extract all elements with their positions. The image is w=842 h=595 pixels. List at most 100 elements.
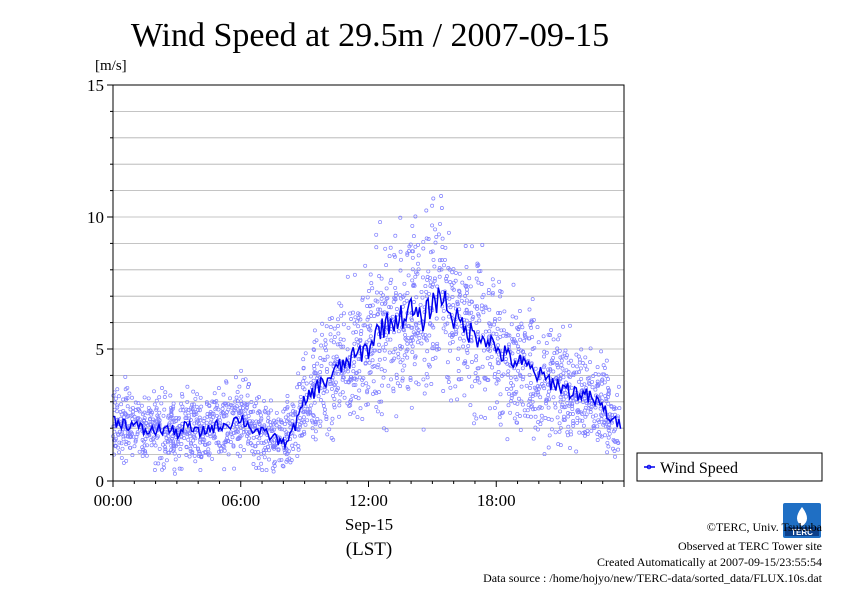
scatter-point bbox=[398, 384, 403, 389]
scatter-point bbox=[420, 295, 425, 300]
scatter-point bbox=[342, 395, 347, 400]
scatter-point bbox=[578, 366, 583, 371]
scatter-point bbox=[424, 294, 429, 299]
scatter-point bbox=[199, 455, 204, 460]
scatter-point bbox=[483, 416, 488, 420]
scatter-point bbox=[327, 381, 332, 386]
scatter-point bbox=[465, 291, 469, 295]
scatter-point bbox=[483, 329, 488, 334]
scatter-point bbox=[285, 399, 290, 404]
scatter-point bbox=[480, 243, 485, 247]
scatter-point bbox=[146, 396, 151, 401]
scatter-point bbox=[198, 418, 203, 423]
scatter-point bbox=[462, 393, 467, 398]
scatter-point bbox=[337, 403, 342, 408]
scatter-point bbox=[152, 468, 157, 472]
scatter-point bbox=[249, 421, 254, 426]
scatter-point bbox=[351, 369, 356, 374]
scatter-point bbox=[393, 233, 398, 238]
scatter-point bbox=[178, 447, 183, 452]
scatter-point bbox=[419, 341, 424, 346]
scatter-point bbox=[256, 465, 261, 470]
scatter-point bbox=[368, 272, 373, 277]
scatter-point bbox=[377, 274, 382, 279]
scatter-point bbox=[531, 391, 536, 396]
scatter-point bbox=[303, 422, 308, 427]
scatter-point bbox=[201, 419, 206, 423]
scatter-point bbox=[443, 330, 448, 335]
scatter-point bbox=[417, 320, 422, 325]
scatter-point bbox=[528, 352, 533, 357]
scatter-point bbox=[413, 354, 418, 359]
scatter-point bbox=[508, 410, 513, 415]
scatter-point bbox=[170, 406, 175, 411]
scatter-point bbox=[316, 394, 321, 399]
scatter-point bbox=[430, 284, 435, 289]
scatter-point bbox=[127, 432, 132, 437]
scatter-point bbox=[607, 431, 612, 436]
scatter-point bbox=[123, 374, 128, 379]
scatter-point bbox=[538, 422, 543, 427]
scatter-point bbox=[339, 303, 344, 308]
scatter-point bbox=[539, 413, 544, 418]
scatter-point bbox=[520, 325, 525, 330]
scatter-point bbox=[369, 281, 374, 286]
scatter-point bbox=[213, 407, 218, 412]
scatter-point bbox=[605, 450, 610, 455]
scatter-point bbox=[464, 298, 469, 303]
scatter-point bbox=[245, 393, 250, 398]
scatter-point bbox=[328, 361, 333, 366]
scatter-point bbox=[599, 417, 604, 422]
scatter-point bbox=[497, 279, 502, 284]
scatter-point bbox=[532, 385, 537, 390]
scatter-point bbox=[412, 362, 417, 367]
scatter-point bbox=[200, 434, 205, 439]
scatter-point bbox=[613, 454, 617, 459]
scatter-point bbox=[303, 351, 308, 356]
scatter-point bbox=[366, 315, 371, 320]
scatter-point bbox=[359, 329, 364, 333]
scatter-point bbox=[151, 419, 156, 424]
scatter-point bbox=[402, 363, 407, 368]
scatter-point bbox=[529, 325, 534, 330]
scatter-point bbox=[309, 403, 314, 408]
scatter-point bbox=[379, 367, 384, 372]
scatter-point bbox=[516, 344, 520, 349]
scatter-point bbox=[316, 373, 320, 378]
scatter-point bbox=[163, 445, 168, 450]
scatter-point bbox=[463, 244, 468, 248]
scatter-point bbox=[571, 373, 576, 378]
observed-text: Observed at TERC Tower site bbox=[678, 539, 822, 553]
scatter-point bbox=[566, 370, 571, 374]
scatter-point bbox=[583, 414, 588, 419]
scatter-point bbox=[152, 440, 157, 445]
scatter-point bbox=[510, 314, 515, 319]
scatter-point bbox=[153, 424, 158, 429]
scatter-point bbox=[570, 402, 575, 406]
scatter-point bbox=[582, 433, 587, 438]
scatter-point bbox=[415, 340, 420, 345]
scatter-point bbox=[516, 349, 521, 354]
scatter-point bbox=[332, 382, 336, 387]
scatter-point bbox=[324, 414, 329, 419]
scatter-point bbox=[324, 367, 329, 371]
scatter-point bbox=[224, 380, 229, 385]
scatter-point bbox=[475, 376, 480, 381]
scatter-point bbox=[599, 413, 604, 418]
scatter-point bbox=[322, 411, 327, 416]
scatter-point bbox=[325, 369, 330, 374]
scatter-point bbox=[547, 397, 552, 402]
scatter-point bbox=[124, 440, 129, 445]
scatter-point bbox=[230, 435, 235, 440]
scatter-point bbox=[499, 411, 504, 416]
scatter-point bbox=[424, 289, 429, 294]
scatter-point bbox=[207, 403, 212, 408]
scatter-point bbox=[183, 411, 188, 416]
scatter-point bbox=[319, 343, 324, 348]
scatter-point bbox=[295, 385, 300, 390]
scatter-point bbox=[464, 348, 469, 353]
scatter-point bbox=[515, 420, 520, 425]
scatter-point bbox=[450, 332, 455, 337]
scatter-point bbox=[440, 290, 445, 295]
